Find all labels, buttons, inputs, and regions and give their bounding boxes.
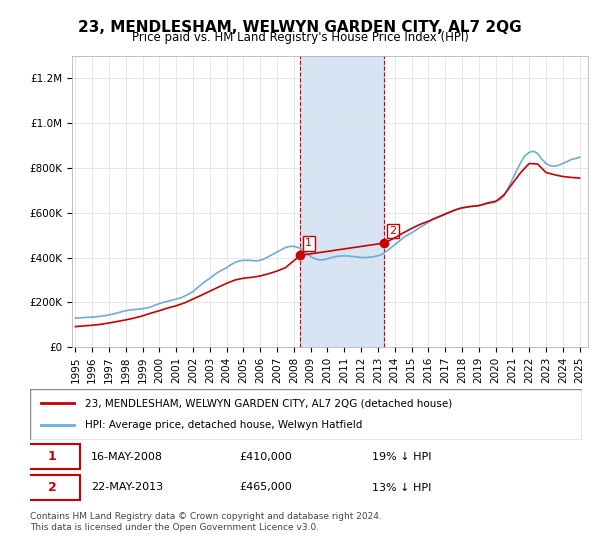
Text: 13% ↓ HPI: 13% ↓ HPI <box>372 483 431 492</box>
FancyBboxPatch shape <box>25 444 80 469</box>
Text: 2: 2 <box>389 226 397 236</box>
FancyBboxPatch shape <box>25 475 80 501</box>
Text: £465,000: £465,000 <box>240 483 293 492</box>
Text: 16-MAY-2008: 16-MAY-2008 <box>91 451 163 461</box>
Text: Contains HM Land Registry data © Crown copyright and database right 2024.
This d: Contains HM Land Registry data © Crown c… <box>30 512 382 532</box>
Text: 1: 1 <box>305 239 312 249</box>
Text: 22-MAY-2013: 22-MAY-2013 <box>91 483 163 492</box>
Text: 2: 2 <box>48 481 56 494</box>
Text: 23, MENDLESHAM, WELWYN GARDEN CITY, AL7 2QG (detached house): 23, MENDLESHAM, WELWYN GARDEN CITY, AL7 … <box>85 398 452 408</box>
Text: £410,000: £410,000 <box>240 451 293 461</box>
Text: HPI: Average price, detached house, Welwyn Hatfield: HPI: Average price, detached house, Welw… <box>85 421 362 431</box>
Bar <box>300 56 384 347</box>
Text: 1: 1 <box>48 450 56 463</box>
FancyBboxPatch shape <box>30 389 582 440</box>
Text: Price paid vs. HM Land Registry's House Price Index (HPI): Price paid vs. HM Land Registry's House … <box>131 31 469 44</box>
Text: 23, MENDLESHAM, WELWYN GARDEN CITY, AL7 2QG: 23, MENDLESHAM, WELWYN GARDEN CITY, AL7 … <box>78 20 522 35</box>
Text: 19% ↓ HPI: 19% ↓ HPI <box>372 451 432 461</box>
